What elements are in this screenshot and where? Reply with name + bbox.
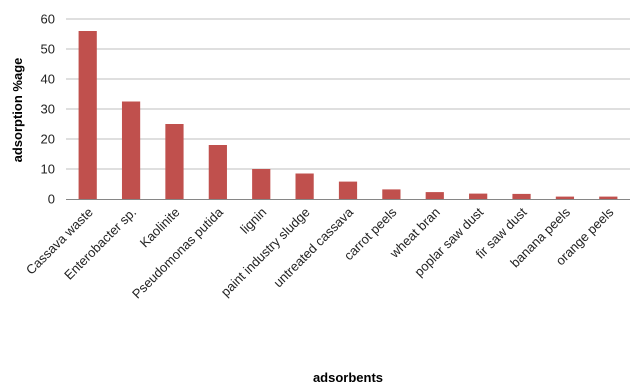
- y-tick-label: 40: [41, 72, 55, 87]
- y-axis-ticks: 0 10 20 30 40 50 60: [41, 12, 55, 207]
- bar: [382, 189, 401, 199]
- y-tick-label: 20: [41, 132, 55, 147]
- y-tick-label: 10: [41, 162, 55, 177]
- bar: [121, 101, 141, 199]
- y-tick-label: 60: [41, 12, 55, 27]
- y-axis-title: adsorption %age: [10, 58, 25, 163]
- y-tick-label: 30: [41, 102, 55, 117]
- bar: [295, 173, 314, 199]
- bar: [208, 145, 227, 199]
- x-axis-title: adsorbents: [313, 370, 383, 385]
- bar: [78, 31, 97, 199]
- bar: [252, 169, 271, 199]
- x-category-label: untreated cassava: [270, 204, 356, 290]
- bar: [555, 196, 575, 199]
- x-category-label: lignin: [237, 205, 269, 237]
- y-tick-label: 50: [41, 42, 55, 57]
- bar: [599, 196, 618, 199]
- bar: [512, 193, 531, 199]
- bar: [338, 181, 358, 199]
- bar: [165, 124, 184, 199]
- bars: [78, 31, 618, 199]
- bar: [425, 192, 444, 199]
- gridlines: [66, 18, 630, 170]
- bar: [469, 193, 488, 199]
- y-tick-label: 0: [48, 192, 55, 207]
